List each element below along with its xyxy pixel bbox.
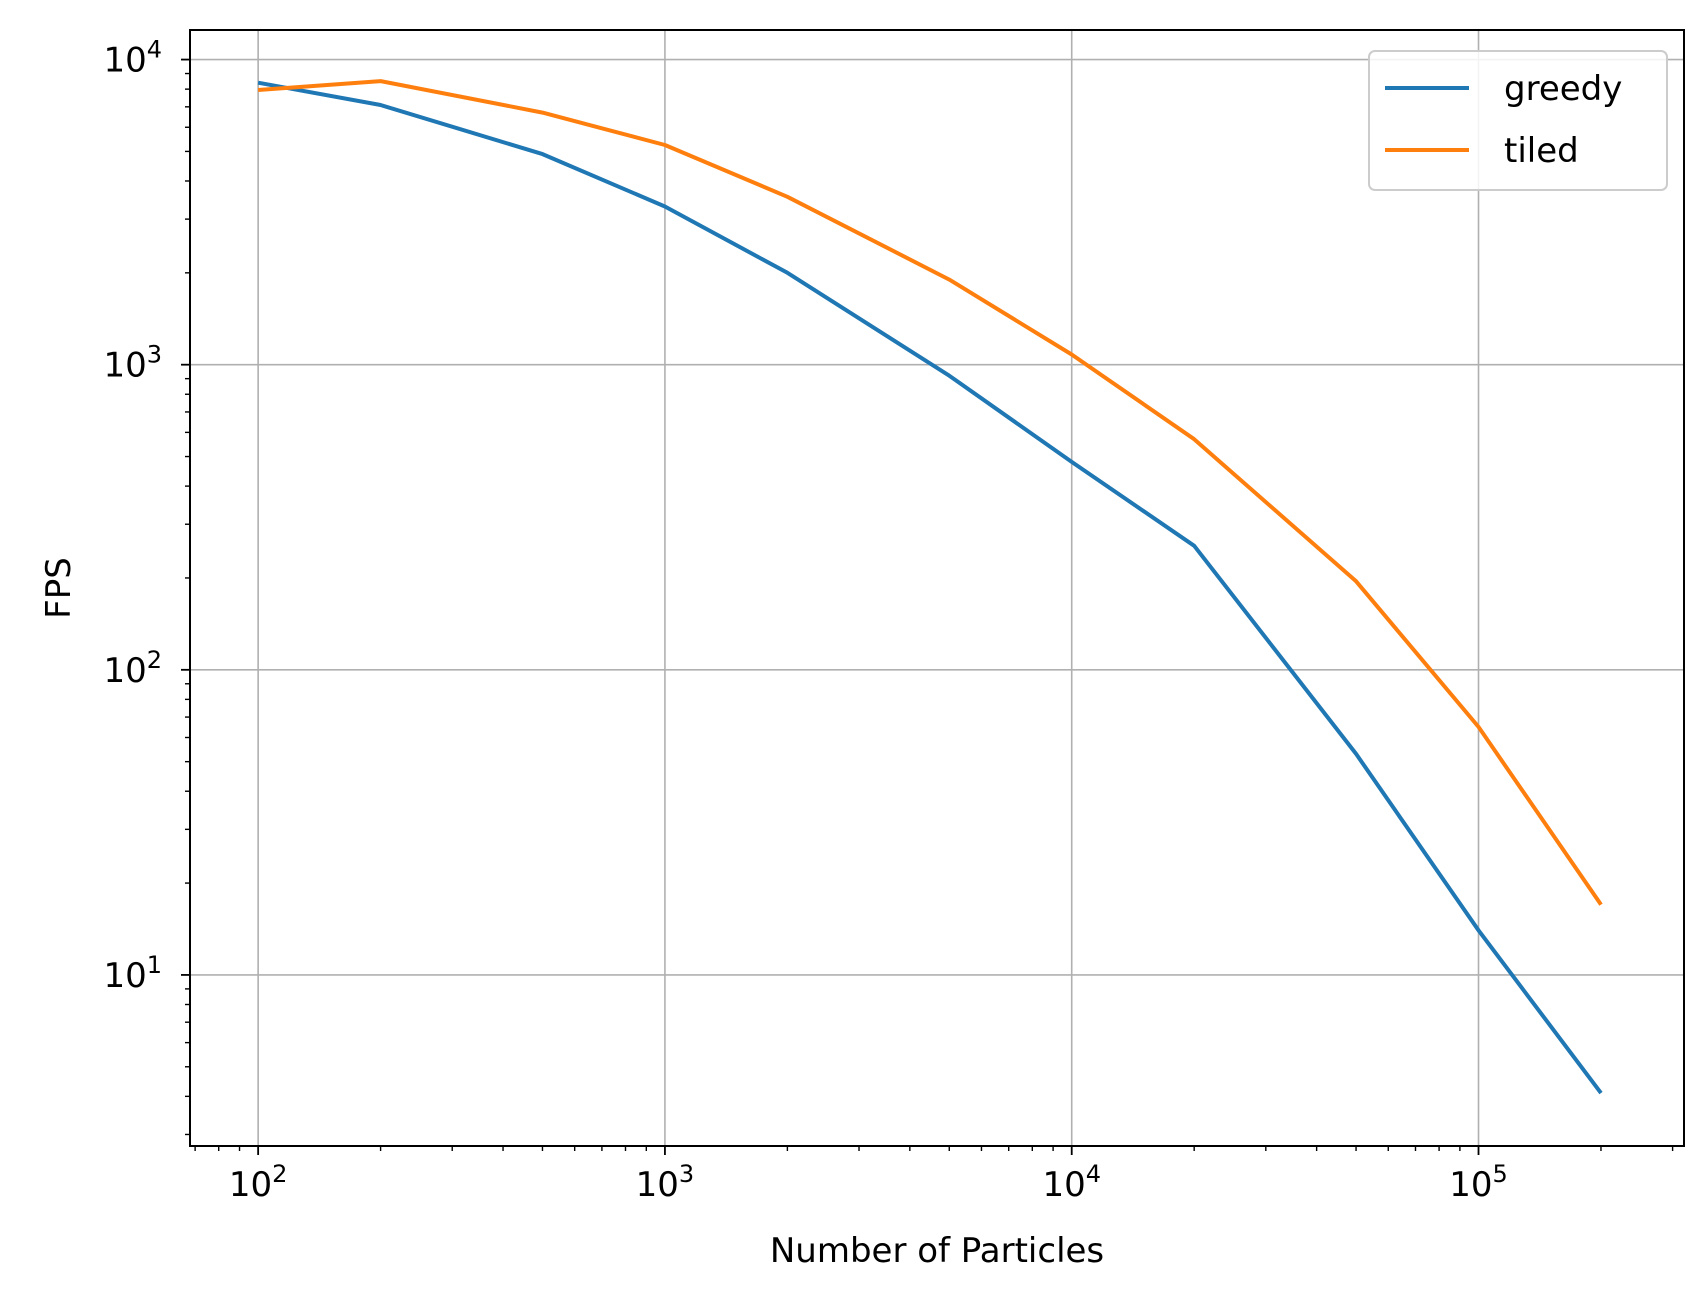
tick-labels: 102 103 104 105 101 102 103 104	[103, 36, 1507, 1205]
y-tick-label: 101	[103, 951, 162, 996]
x-axis-title: Number of Particles	[770, 1231, 1104, 1271]
y-axis-title: FPS	[39, 557, 79, 619]
x-tick-label: 102	[229, 1160, 288, 1205]
plot-frame	[189, 29, 1685, 1147]
legend: greedy tiled	[1368, 50, 1668, 191]
y-tick-label: 104	[103, 36, 162, 81]
y-tick-label: 102	[103, 646, 162, 691]
grid	[190, 30, 1684, 1146]
y-tick-label: 103	[103, 341, 162, 386]
legend-label-greedy: greedy	[1504, 69, 1622, 109]
x-tick-label: 105	[1449, 1160, 1508, 1205]
legend-label-tiled: tiled	[1504, 131, 1579, 171]
major-ticks	[181, 58, 1480, 1155]
series-line-greedy	[257, 80, 1603, 1095]
series-line-tiled	[257, 79, 1603, 906]
x-tick-label: 103	[636, 1160, 695, 1205]
legend-box	[1368, 50, 1668, 191]
series-lines	[257, 79, 1603, 1095]
x-tick-label: 104	[1042, 1160, 1101, 1205]
